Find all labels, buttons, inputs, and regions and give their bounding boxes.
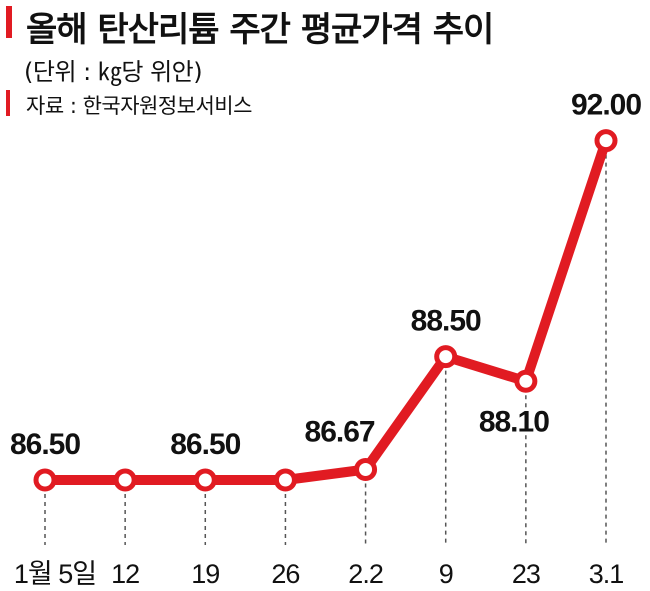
data-label: 88.10 xyxy=(479,405,549,438)
data-label: 86.50 xyxy=(170,428,240,461)
x-tick-label: 19 xyxy=(191,559,219,589)
x-tick-label: 23 xyxy=(512,559,540,589)
data-point xyxy=(514,369,538,393)
x-tick-label: 3.1 xyxy=(589,559,624,589)
x-tick-label: 26 xyxy=(271,559,299,589)
data-label: 86.50 xyxy=(10,428,80,461)
source-accent-bar xyxy=(6,90,10,116)
data-point xyxy=(113,468,137,492)
x-tick-label: 12 xyxy=(111,559,139,589)
data-point xyxy=(354,458,378,482)
series-line xyxy=(40,135,611,485)
data-point xyxy=(33,468,57,492)
data-point xyxy=(193,468,217,492)
title-accent-bar xyxy=(6,6,12,38)
data-point xyxy=(594,129,618,153)
data-label: 88.50 xyxy=(411,305,481,338)
x-tick-label: 1월 5일 xyxy=(14,559,96,589)
x-tick-label: 2.2 xyxy=(348,559,383,589)
data-point xyxy=(273,468,297,492)
chart-source: 자료 : 한국자원정보서비스 xyxy=(26,94,252,118)
data-label: 92.00 xyxy=(571,89,641,122)
x-tick-label: 9 xyxy=(439,559,453,589)
chart-title: 올해 탄산리튬 주간 평균가격 추이 xyxy=(26,10,494,50)
data-label: 86.67 xyxy=(305,416,375,449)
data-point xyxy=(434,345,458,369)
chart-unit-subtitle: (단위 : ㎏당 위안) xyxy=(24,58,203,86)
